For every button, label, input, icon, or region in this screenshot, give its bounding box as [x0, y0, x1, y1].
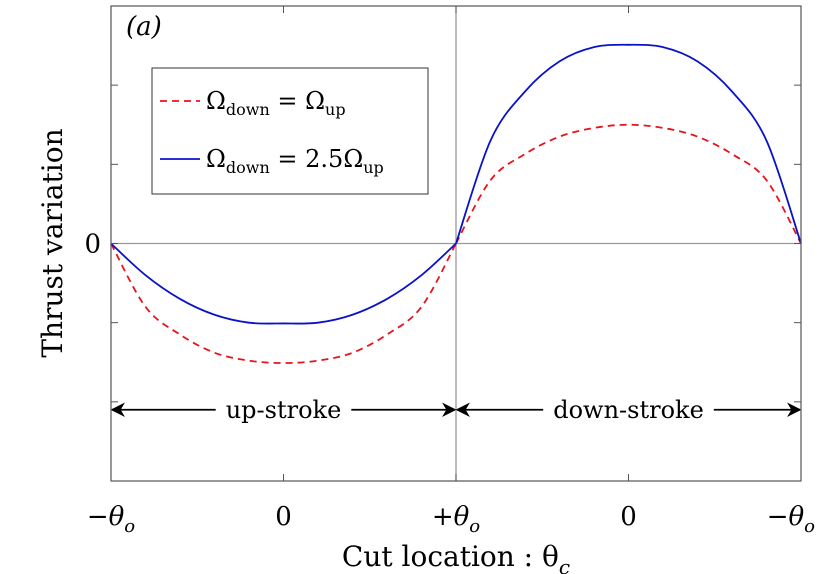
series-1-line-downstroke: [455, 123, 802, 244]
x-tick-label-2: +θo: [432, 502, 480, 537]
x-tick-labels: −θo 0 +θo 0 −θo: [87, 502, 815, 537]
y-tick-labels: 0: [84, 230, 101, 260]
legend-label-2: Ωdown = 2.5Ωup: [206, 145, 384, 177]
y-tick-label-0: 0: [84, 230, 101, 260]
annotation-label-2: down-stroke: [553, 396, 704, 424]
x-tick-label-4: −θo: [767, 502, 815, 537]
x-tick-label-0: −θo: [87, 502, 135, 537]
legend: Ωdown = Ωup Ωdown = 2.5Ωup: [151, 67, 429, 195]
x-tick-label-1: 0: [275, 502, 292, 532]
series-2-line-downstroke: [455, 43, 802, 244]
y-axis-label: Thrust variation: [36, 128, 69, 357]
stroke-annotations: up-stroke down-stroke: [110, 396, 802, 424]
x-tick-label-3: 0: [620, 502, 637, 532]
series-layer: [110, 43, 802, 364]
panel-label: (a): [126, 12, 162, 42]
annotation-label-1: up-stroke: [226, 396, 342, 424]
series-2-line-upstroke: [110, 242, 457, 325]
legend-box: [151, 67, 429, 195]
legend-label-1: Ωdown = Ωup: [206, 87, 346, 119]
series-1-line-upstroke: [110, 243, 457, 364]
plot-frame: [110, 5, 802, 482]
x-axis-label: Cut location : θc: [342, 540, 570, 574]
